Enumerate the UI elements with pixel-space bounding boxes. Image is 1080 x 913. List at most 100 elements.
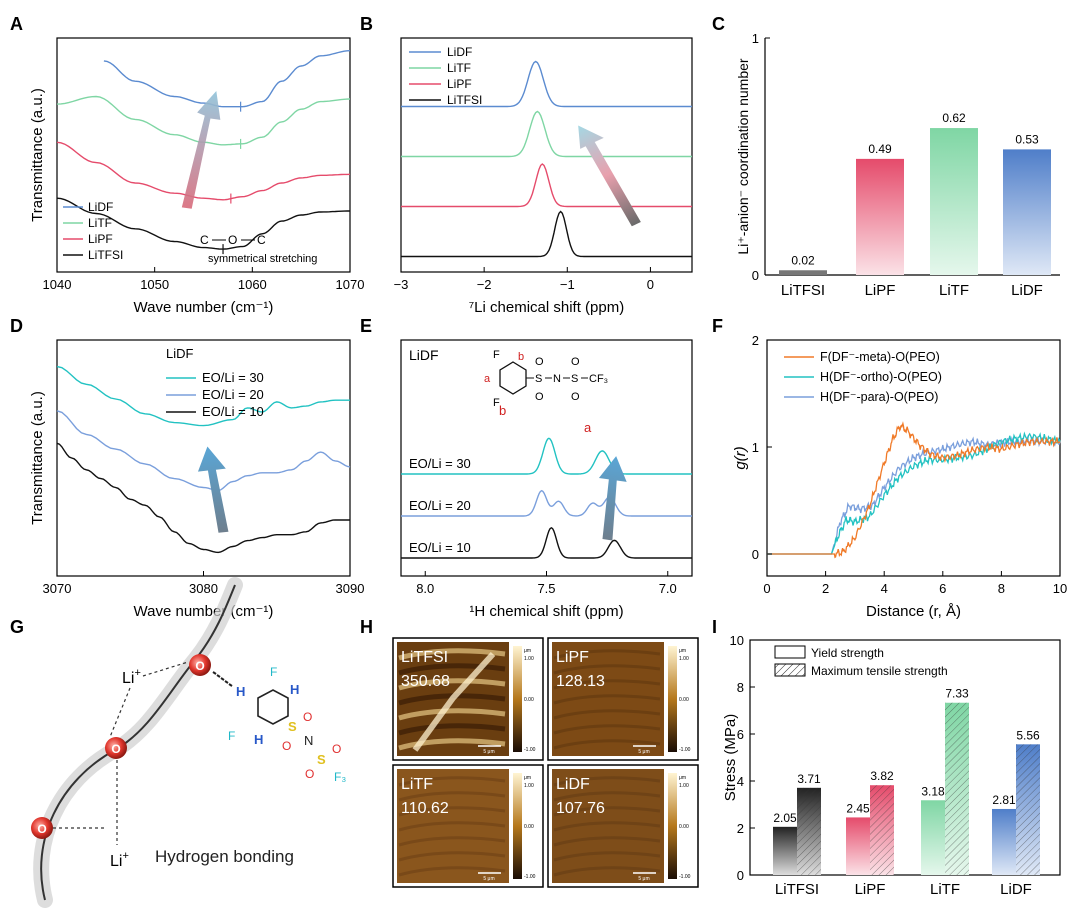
panel-f-xtick-label-1: 2 <box>822 581 829 596</box>
afm-colorbar-bottom-3: -1.00 <box>679 874 691 880</box>
panel-a-legend-label-3: LiTFSI <box>88 248 123 262</box>
panel-d-legend-label-2: EO/Li = 10 <box>202 404 264 419</box>
s-label-2: S <box>317 752 326 767</box>
df-anion-molecule: H F F H H S N S O O O O F₃ <box>228 665 346 784</box>
f-label-1: F <box>270 665 277 679</box>
afm-texture-1-6 <box>553 739 661 750</box>
panel-i-yield-label-2: 3.18 <box>921 784 945 798</box>
panel-e-f-bottom: F <box>493 397 500 409</box>
panel-e-x-tick-label-1: 7.5 <box>537 581 555 596</box>
afm-texture-0-1 <box>398 663 506 676</box>
panel-i-yield-bar-litf <box>921 800 945 875</box>
panel-h-afm-images: μm 1.00 0.00 -1.00 5 μm LiTFSI 350.68 μm 1.00 0.0… <box>392 637 699 888</box>
panel-f-series-0 <box>767 421 1061 559</box>
panel-f-series-2 <box>767 435 1061 555</box>
panel-letter-d: D <box>10 316 23 336</box>
panel-e-peak-label-b: b <box>499 403 506 418</box>
oxygen-label-2: O <box>111 742 120 756</box>
panel-e-o4: O <box>571 391 580 403</box>
panel-e-benzene-ring <box>499 361 527 395</box>
afm-colorbar-top-0: 1.00 <box>524 656 534 662</box>
panel-f-xtick-label-5: 10 <box>1053 581 1067 596</box>
panel-i-tensile-label-2: 7.33 <box>945 687 969 701</box>
afm-colorbar-unit-1: μm <box>679 648 686 654</box>
afm-colorbar-mid-1: 0.00 <box>679 697 689 703</box>
panel-d-legend-label-1: EO/Li = 20 <box>202 387 264 402</box>
panel-g-hydrogen-bonding-diagram: O O O Li+ Li+ H F F H H S N S O O <box>31 577 346 908</box>
panel-i-category-label-0: LiTFSI <box>775 881 819 898</box>
panel-c-bar-lipf <box>856 158 904 275</box>
panel-i-legend-label-0: Yield strength <box>811 646 884 660</box>
afm-texture-0-3 <box>398 693 506 706</box>
panel-f-xtick-label-3: 6 <box>939 581 946 596</box>
afm-scalebar-label-2: 5 μm <box>483 876 494 882</box>
afm-texture-0-0 <box>398 648 506 661</box>
afm-image-lipf <box>552 642 664 756</box>
panel-c-category-label-1: LiPF <box>865 282 896 299</box>
afm-colorbar-top-1: 1.00 <box>679 656 689 662</box>
afm-texture-2-2 <box>398 806 506 817</box>
afm-tile-name-2: LiTF <box>401 776 433 793</box>
panel-d-x-tick-label-2: 3090 <box>336 581 365 596</box>
panel-i-tensile-hatch-lidf <box>1016 744 1040 875</box>
panel-e-s1: S <box>535 373 542 385</box>
panel-b-series-lipf <box>401 163 692 208</box>
panel-e-series-label-2: EO/Li = 10 <box>409 540 471 555</box>
panel-letter-i: I <box>712 617 717 637</box>
panel-b-series-litf <box>401 110 692 158</box>
panel-d-series-2 <box>56 442 350 554</box>
panel-f-frame <box>766 339 1061 577</box>
afm-image-litf <box>397 769 509 883</box>
afm-bright-ridge <box>412 651 496 752</box>
afm-colorbar-mid-3: 0.00 <box>679 824 689 830</box>
panel-d-series-0 <box>56 365 350 427</box>
afm-texture-3-6 <box>553 866 661 877</box>
panel-e-x-tick-label-0: 8.0 <box>416 581 434 596</box>
afm-texture-1-0 <box>553 649 661 660</box>
panel-c-value-label-3: 0.53 <box>1015 132 1039 146</box>
panel-i-ytick-label-1: 2 <box>737 821 744 836</box>
panel-d-ylabel: Transmittance (a.u.) <box>29 391 46 525</box>
panel-f-ylabel: g(r) <box>732 446 749 469</box>
afm-colorbar-mid-2: 0.00 <box>524 824 534 830</box>
panel-i-tensile-hatch-litfsi <box>797 787 821 875</box>
panel-e-n: N <box>553 373 561 385</box>
panel-c-coordination-chart: 0 1 0.02 LiTFSI 0.49 LiPF 0.62 LiTF 0.53 LiDF Li⁺-… <box>735 31 1060 299</box>
panel-letter-c: C <box>712 14 725 34</box>
panel-e-o2: O <box>535 391 544 403</box>
panel-b-legend-label-0: LiDF <box>447 45 472 59</box>
panel-e-mol-b: b <box>518 351 524 363</box>
panel-b-x-tick-label-2: −1 <box>560 277 575 292</box>
afm-colorbar-1 <box>668 646 677 752</box>
panel-i-stress-chart: 0 2 4 6 8 10 Stress (MPa) 2.05 3.71 LiTFSI 2.45 3.8… <box>722 633 1061 898</box>
panel-i-yield-bar-lidf <box>992 808 1016 875</box>
afm-texture-0-5 <box>398 723 506 736</box>
afm-colorbar-3 <box>668 773 677 879</box>
panel-e-series-2 <box>401 526 692 559</box>
panel-a-bond-c2: C <box>257 233 266 247</box>
panel-a-x-tick-label-2: 1060 <box>238 277 267 292</box>
panel-a-annotation: symmetrical stretching <box>208 253 317 265</box>
panel-e-peak-label-a: a <box>584 420 592 435</box>
panel-letter-g: G <box>10 617 24 637</box>
panel-b-legend-label-1: LiTF <box>447 61 471 75</box>
panel-d-x-tick-label-1: 3080 <box>189 581 218 596</box>
oxygen-label-3: O <box>37 822 46 836</box>
panel-i-ytick-label-2: 4 <box>737 774 744 789</box>
panel-d-trend-arrow <box>197 446 229 533</box>
oxygen-atom-1 <box>189 654 211 676</box>
panel-f-xtick-label-0: 0 <box>763 581 770 596</box>
afm-colorbar-mid-0: 0.00 <box>524 697 534 703</box>
panel-b-legend-label-2: LiPF <box>447 77 472 91</box>
afm-texture-3-5 <box>553 851 661 862</box>
panel-c-category-label-0: LiTFSI <box>781 282 825 299</box>
panel-a-xlabel: Wave number (cm⁻¹) <box>134 299 274 316</box>
h-ortho-label-2: H <box>254 732 263 747</box>
li-label-bottom: Li+ <box>110 850 129 870</box>
f-label-2: F <box>228 729 235 743</box>
panel-c-value-label-2: 0.62 <box>942 111 966 125</box>
afm-tile-name-0: LiTFSI <box>401 649 448 666</box>
panel-i-category-label-2: LiTF <box>930 881 960 898</box>
panel-a-legend-label-0: LiDF <box>88 200 113 214</box>
panel-f-xtick-label-4: 8 <box>998 581 1005 596</box>
